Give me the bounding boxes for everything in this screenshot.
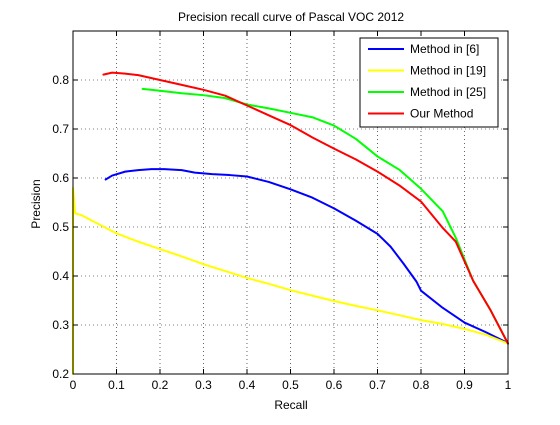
y-tick-label: 0.6 [52, 171, 69, 185]
x-tick-label: 0.9 [456, 378, 473, 392]
legend-label-3: Method in [25] [410, 85, 486, 99]
x-tick-label: 0.1 [108, 378, 125, 392]
grid-lines [73, 31, 508, 374]
series-line-2 [72, 186, 509, 375]
x-tick-label: 0 [70, 378, 77, 392]
legend-label-4: Our Method [410, 107, 473, 121]
chart-title: Precision recall curve of Pascal VOC 201… [178, 10, 404, 24]
x-tick-label: 0.8 [413, 378, 430, 392]
x-tick-label: 0.2 [152, 378, 169, 392]
x-tick-label: 0.6 [326, 378, 343, 392]
series-group [72, 71, 509, 375]
series-line-1 [104, 168, 509, 345]
y-tick-label: 0.8 [52, 73, 69, 87]
y-tick-label: 0.3 [52, 318, 69, 332]
series-line-4 [102, 71, 509, 345]
legend-box [359, 37, 499, 128]
y-tick-label: 0.7 [52, 122, 69, 136]
legend-label-1: Method in [6] [410, 42, 479, 56]
y-tick-label: 0.4 [52, 269, 69, 283]
legend-label-2: Method in [19] [410, 64, 486, 78]
x-tick-label: 0.7 [369, 378, 386, 392]
x-axis-label: Recall [274, 398, 307, 412]
y-axis-label: Precision [29, 179, 43, 228]
x-tick-label: 0.4 [239, 378, 256, 392]
y-tick-label: 0.5 [52, 220, 69, 234]
x-tick-label: 0.5 [282, 378, 299, 392]
x-tick-label: 0.3 [195, 378, 212, 392]
legend: Method in [6] Method in [19] Method in [25… [359, 37, 499, 128]
x-tick-label: 1 [505, 378, 512, 392]
y-tick-label: 0.2 [52, 367, 69, 381]
series-line-3 [141, 87, 509, 345]
